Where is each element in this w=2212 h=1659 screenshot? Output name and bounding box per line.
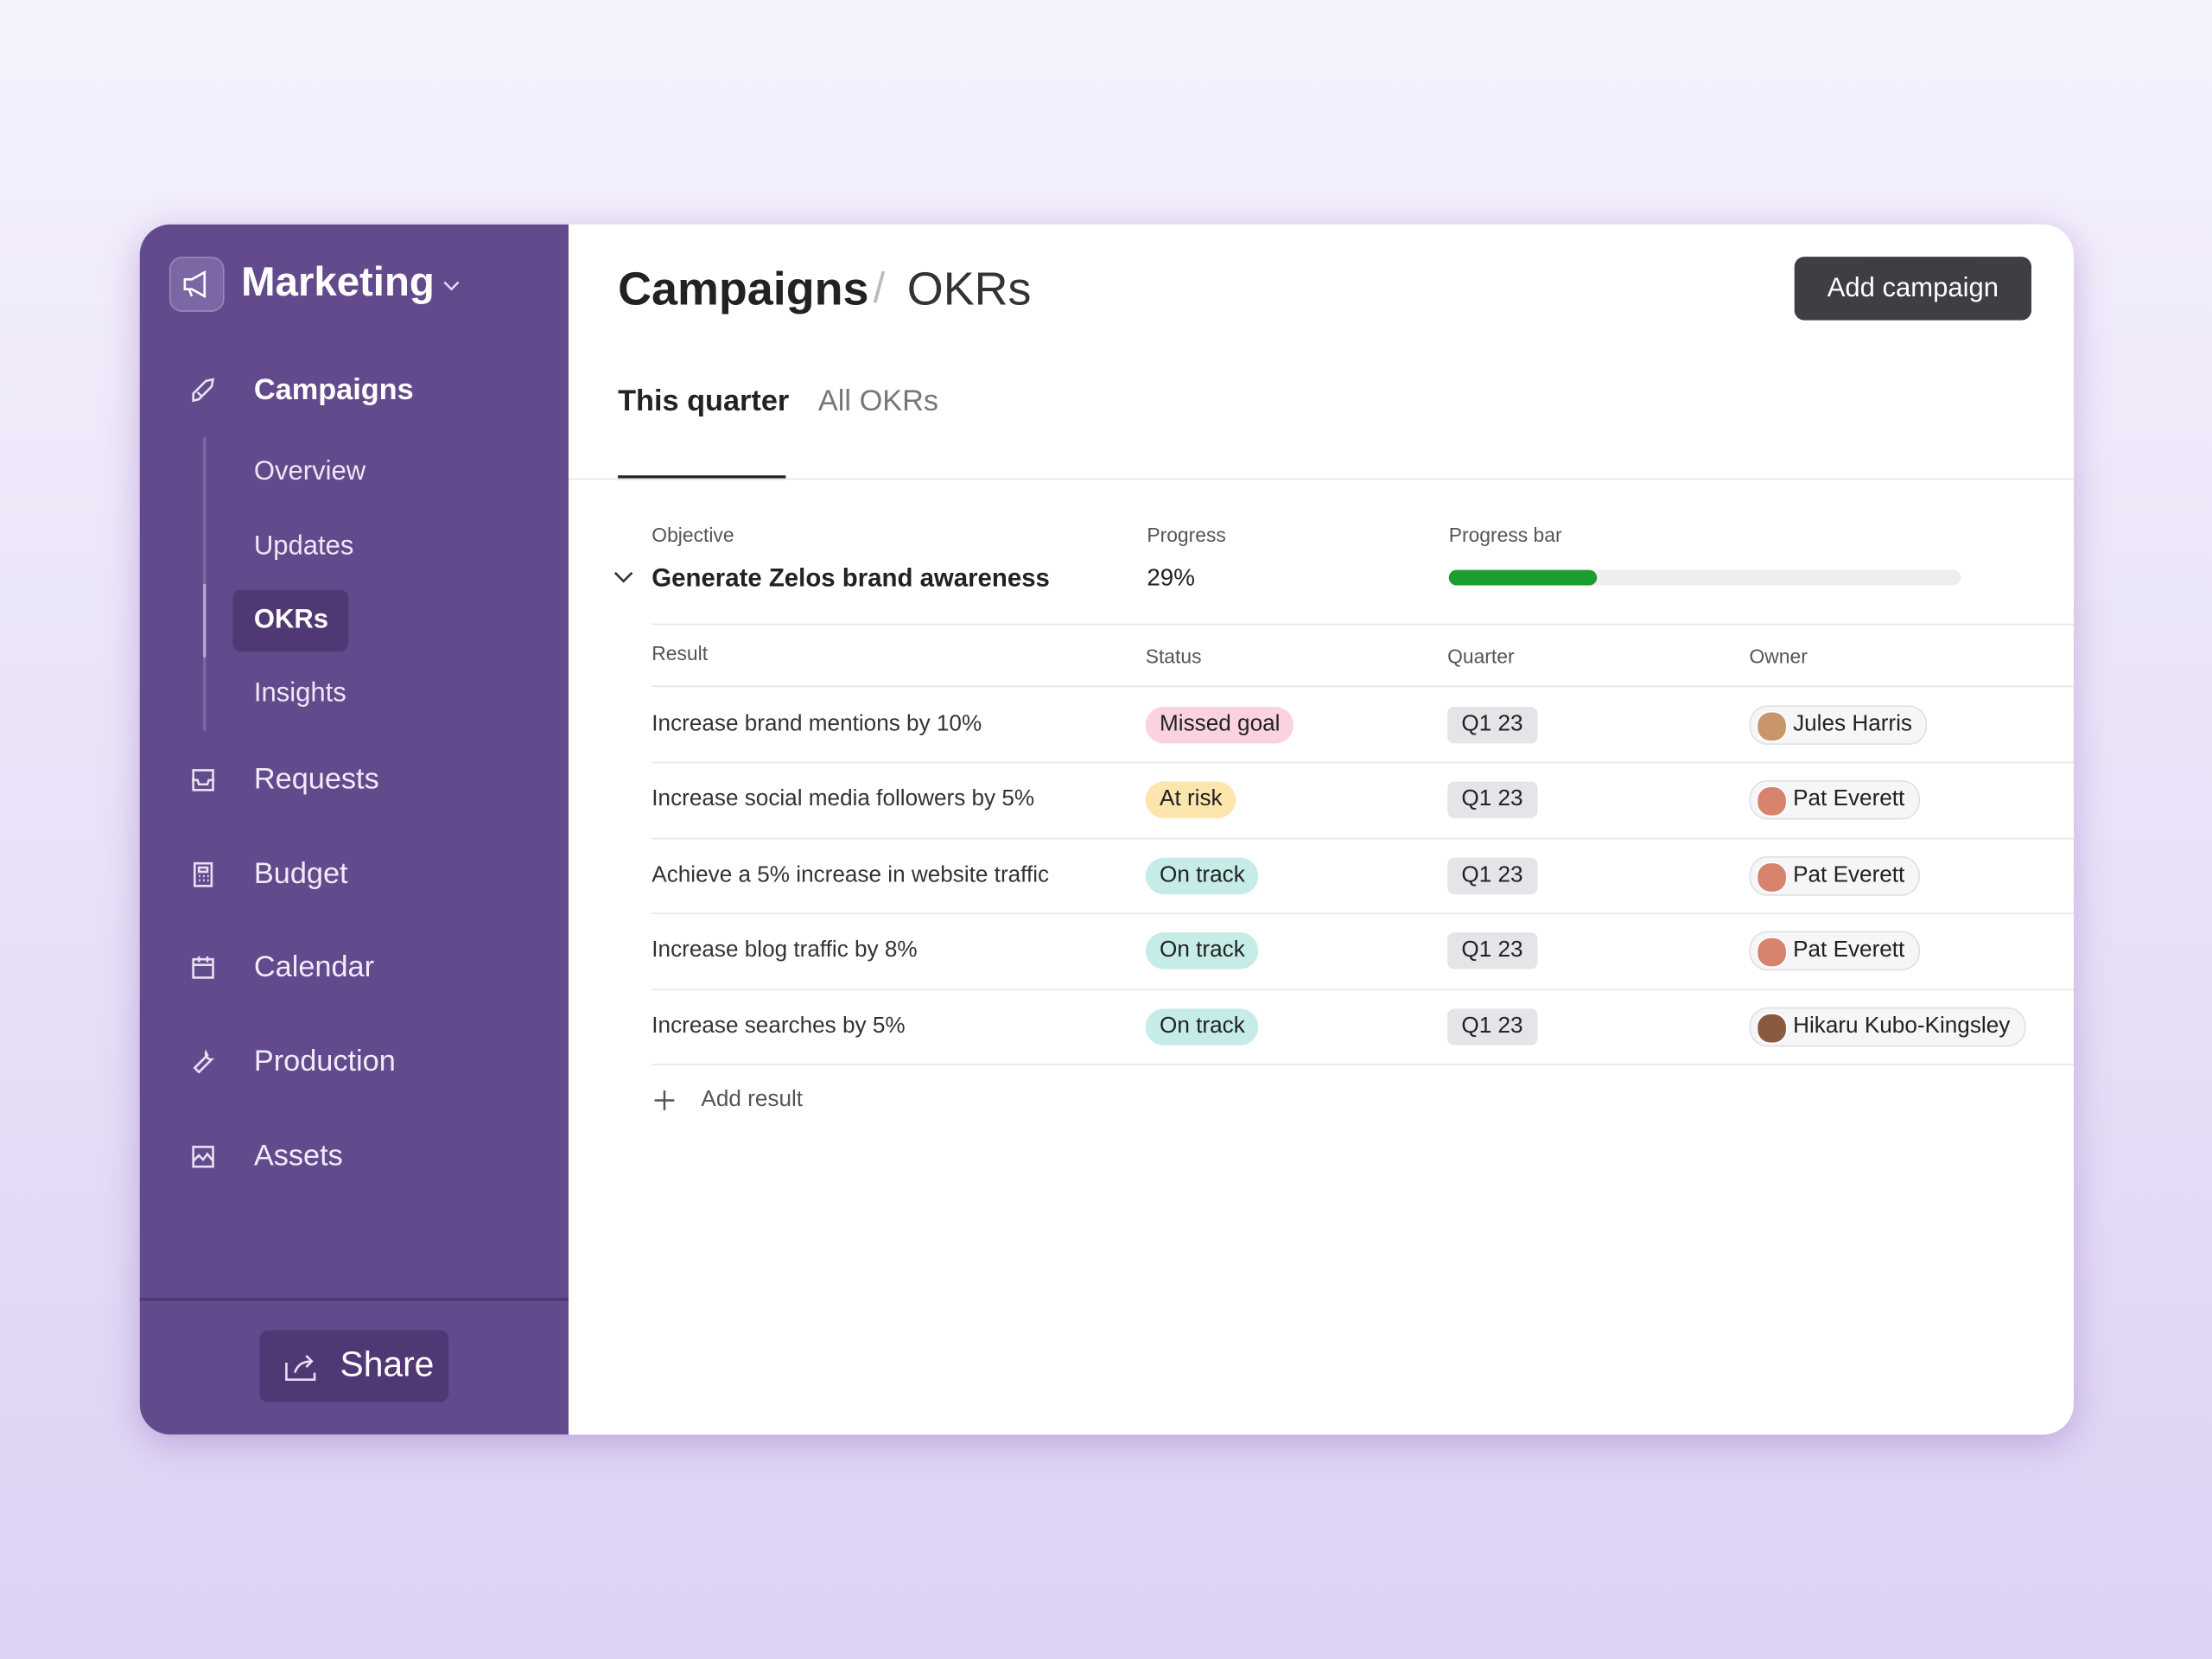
nav-icon	[192, 1146, 214, 1168]
breadcrumb-separator: /	[873, 264, 886, 312]
workspace-icon	[168, 257, 225, 312]
rocket-icon	[192, 378, 215, 403]
avatar	[1756, 861, 1788, 893]
column-header: Progress bar	[1448, 523, 1562, 546]
result-name[interactable]: Increase searches by 5%	[652, 1014, 906, 1038]
tab[interactable]: All OKRs	[817, 385, 939, 418]
share-icon	[285, 1355, 316, 1382]
nav-item[interactable]: Requests	[253, 763, 379, 796]
row-divider	[652, 836, 2074, 839]
owner-name: Jules Harris	[1793, 711, 1913, 736]
avatar	[1756, 785, 1788, 817]
dropdown-chevron[interactable]	[442, 278, 461, 292]
column-header: Quarter	[1447, 645, 1515, 668]
row-divider	[652, 912, 2074, 914]
progress-fill	[1448, 569, 1598, 586]
avatar	[1756, 937, 1788, 968]
owner-pill[interactable]: Pat Everett	[1749, 779, 1921, 820]
tab-active[interactable]: This quarter	[618, 385, 790, 418]
status-pill: On track	[1145, 856, 1260, 894]
status-pill: On track	[1145, 932, 1260, 969]
objective-name: Generate Zelos brand awareness	[652, 563, 1050, 592]
owner-pill[interactable]: Jules Harris	[1749, 704, 1928, 745]
collapse-chevron[interactable]	[613, 570, 633, 584]
nav-icon	[193, 861, 213, 887]
avatar	[1756, 1012, 1788, 1044]
share-label: Share	[340, 1344, 435, 1385]
nav-item[interactable]: Assets	[253, 1140, 343, 1173]
result-name[interactable]: Achieve a 5% increase in website traffic	[652, 862, 1050, 887]
row-divider	[652, 761, 2074, 764]
owner-pill[interactable]: Hikaru Kubo-Kingsley	[1749, 1006, 2026, 1046]
nav-icon	[193, 1049, 215, 1074]
active-highlight	[232, 589, 349, 652]
progress-track	[1448, 569, 1961, 586]
add-campaign-button[interactable]: Add campaign	[1794, 257, 2032, 321]
avatar	[1756, 710, 1788, 741]
status-pill: Missed goal	[1145, 706, 1294, 743]
sidebar: Marketing Campaigns Share Overview Update…	[139, 224, 569, 1435]
subnav-item[interactable]: Insights	[253, 678, 346, 709]
subnav-rail	[203, 437, 207, 731]
quarter-pill: Q1 23	[1447, 1007, 1537, 1045]
quarter-pill: Q1 23	[1447, 706, 1537, 743]
result-name[interactable]: Increase brand mentions by 10%	[652, 711, 982, 736]
column-header: Status	[1145, 645, 1202, 668]
status-pill: On track	[1145, 1007, 1260, 1045]
column-header: Owner	[1749, 645, 1808, 668]
owner-name: Pat Everett	[1793, 938, 1905, 963]
plus-icon[interactable]	[652, 1088, 677, 1113]
subnav-active-rail	[203, 583, 207, 658]
nav-icon	[192, 769, 215, 791]
share-button[interactable]: Share	[259, 1330, 449, 1402]
subnav-item[interactable]: Updates	[253, 531, 354, 562]
divider	[139, 1298, 569, 1301]
owner-pill[interactable]: Pat Everett	[1749, 855, 1921, 895]
column-header: Result	[652, 641, 709, 664]
row-divider	[652, 988, 2074, 990]
column-header: Objective	[652, 523, 734, 546]
quarter-pill: Q1 23	[1447, 781, 1537, 818]
megaphone-icon	[183, 270, 207, 299]
breadcrumb-parent[interactable]: Campaigns	[618, 262, 869, 315]
tab-underline	[618, 475, 786, 480]
subnav-item[interactable]: Overview	[253, 456, 366, 487]
row-divider	[652, 1064, 2074, 1065]
progress-value: 29%	[1147, 564, 1195, 592]
breadcrumb-current: OKRs	[906, 262, 1032, 315]
quarter-pill: Q1 23	[1447, 856, 1537, 894]
result-name[interactable]: Increase social media followers by 5%	[652, 787, 1035, 811]
nav-item[interactable]: Budget	[253, 857, 348, 891]
add-result[interactable]: Add result	[701, 1087, 804, 1112]
app-window: Marketing Campaigns Share Overview Update…	[139, 224, 2074, 1435]
nav-icon	[192, 956, 214, 979]
divider	[652, 623, 2074, 626]
nav-item[interactable]: Campaigns	[253, 373, 414, 407]
owner-name: Hikaru Kubo-Kingsley	[1793, 1014, 2011, 1038]
divider	[652, 685, 2074, 688]
divider	[568, 478, 2074, 480]
status-pill: At risk	[1145, 781, 1236, 818]
nav-item[interactable]: Production	[253, 1045, 396, 1078]
nav-item[interactable]: Calendar	[253, 950, 375, 983]
subnav-item[interactable]: OKRs	[253, 605, 329, 635]
owner-name: Pat Everett	[1793, 787, 1905, 811]
owner-pill[interactable]: Pat Everett	[1749, 931, 1921, 971]
quarter-pill: Q1 23	[1447, 932, 1537, 969]
workspace-name[interactable]: Marketing	[241, 260, 435, 306]
result-name[interactable]: Increase blog traffic by 8%	[652, 938, 918, 963]
owner-name: Pat Everett	[1793, 862, 1905, 887]
column-header: Progress	[1147, 523, 1226, 546]
